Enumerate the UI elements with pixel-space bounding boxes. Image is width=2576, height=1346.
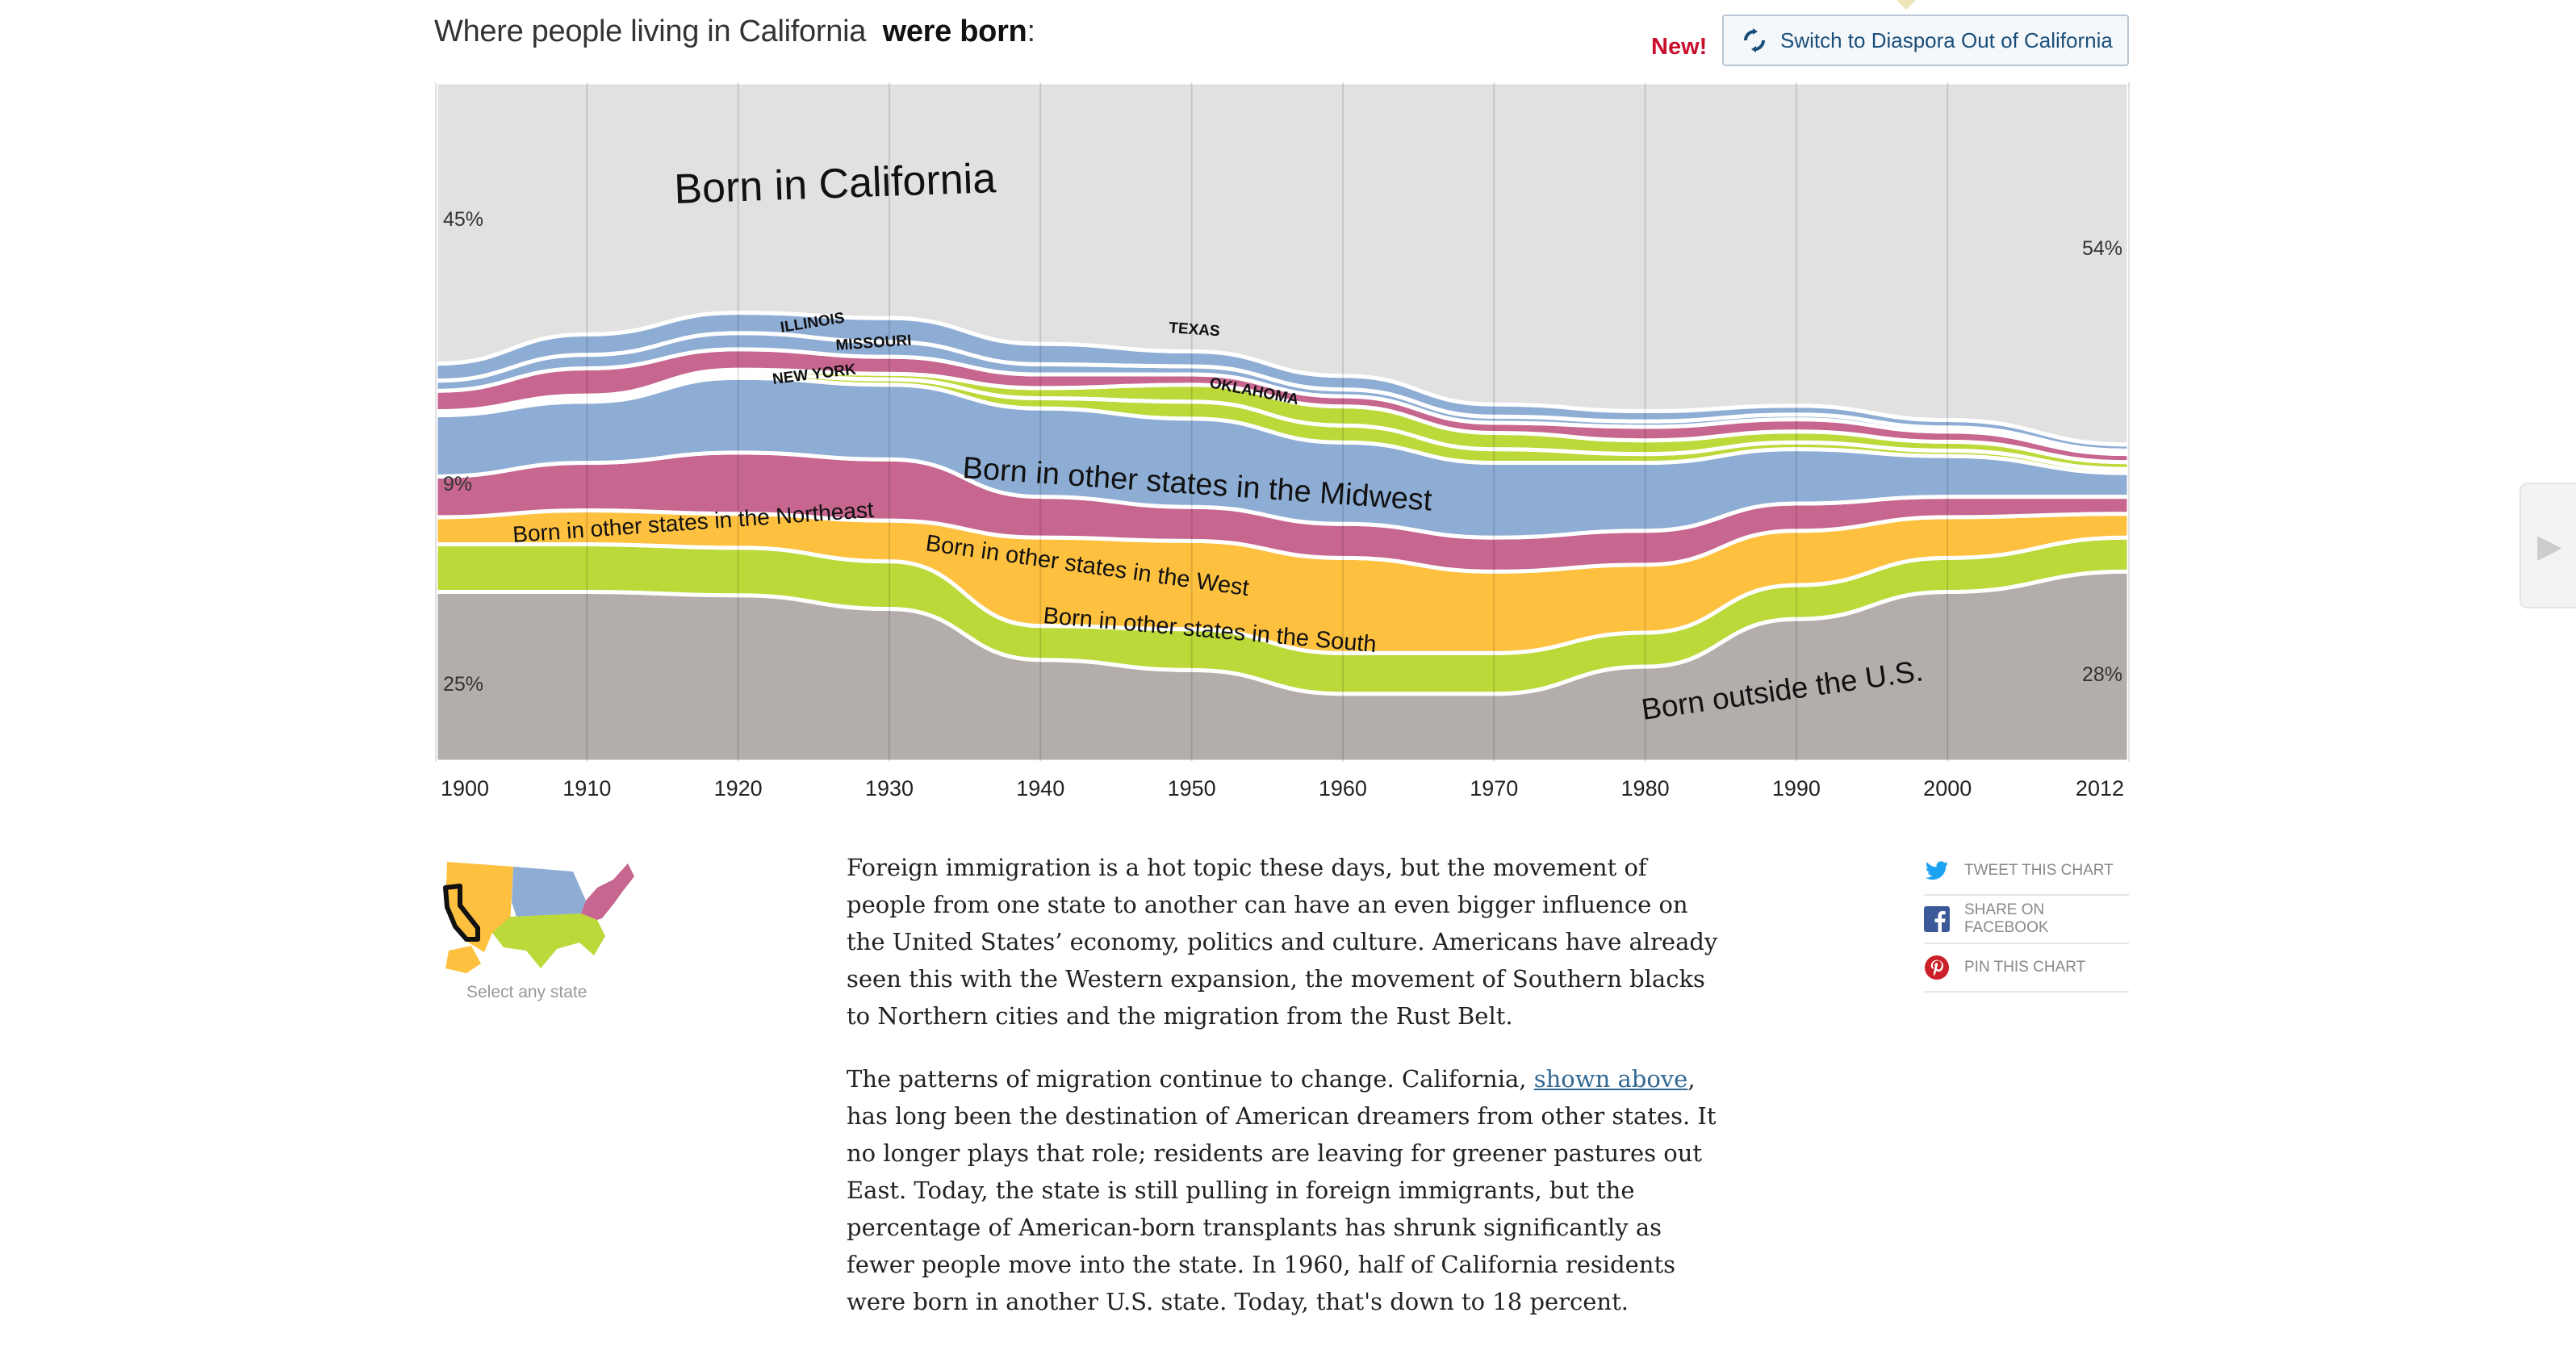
twitter-icon bbox=[1926, 861, 1948, 880]
tweet-label: TWEET THIS CHART bbox=[1964, 862, 2114, 879]
us-state-map[interactable] bbox=[436, 855, 646, 984]
x-tick-label: 1900 bbox=[441, 776, 489, 800]
x-tick-label: 1910 bbox=[562, 776, 611, 800]
pin-chart-button[interactable]: PIN THIS CHART bbox=[1924, 944, 2129, 993]
title-bold: were born bbox=[882, 15, 1027, 48]
x-tick-label: 2000 bbox=[1923, 776, 1972, 800]
x-tick-label: 2012 bbox=[2076, 776, 2124, 800]
tweet-chart-button[interactable]: TWEET THIS CHART bbox=[1924, 847, 2129, 896]
shown-above-link[interactable]: shown above bbox=[1533, 1065, 1688, 1093]
title-prefix: Where people living in California bbox=[434, 15, 867, 48]
notch-marker bbox=[1896, 0, 1916, 10]
map-caption: Select any state bbox=[466, 983, 588, 1001]
chart-streams bbox=[433, 80, 2131, 764]
share-facebook-button[interactable]: SHARE ON FACEBOOK bbox=[1924, 896, 2129, 944]
map-state-california[interactable] bbox=[443, 884, 480, 942]
migration-chart: 1900 1910 1920 1930 1940 1950 1960 1970 1980 1990… bbox=[433, 80, 2131, 800]
stream-born-in-california[interactable] bbox=[433, 80, 2131, 447]
x-tick-label: 1930 bbox=[865, 776, 914, 800]
annotation-right-bottom: 28% bbox=[2082, 663, 2122, 686]
title-suffix: : bbox=[1027, 15, 1035, 48]
label-texas: TEXAS bbox=[1169, 320, 1221, 340]
facebook-icon bbox=[1924, 906, 1950, 932]
article-body: Foreign immigration is a hot topic these… bbox=[847, 849, 1726, 1346]
x-tick-label: 1990 bbox=[1772, 776, 1821, 800]
switch-view-label: Switch to Diaspora Out of California bbox=[1780, 27, 2113, 52]
article-paragraph-1: Foreign immigration is a hot topic these… bbox=[847, 854, 1718, 1030]
x-tick-label: 1940 bbox=[1016, 776, 1064, 800]
label-california: Born in California bbox=[673, 155, 997, 213]
map-region-northeast[interactable] bbox=[581, 863, 634, 920]
chart-x-ticks: 1900 1910 1920 1930 1940 1950 1960 1970 1980 1990… bbox=[441, 776, 2124, 800]
switch-view-button[interactable]: Switch to Diaspora Out of California bbox=[1722, 15, 2129, 66]
x-tick-label: 1950 bbox=[1168, 776, 1216, 800]
map-region-alaska[interactable] bbox=[445, 946, 481, 973]
share-panel: TWEET THIS CHART SHARE ON FACEBOOK PIN T… bbox=[1924, 847, 2129, 993]
article-paragraph-2: The patterns of migration continue to ch… bbox=[847, 1060, 1726, 1320]
next-arrow-icon: ▶ bbox=[2537, 529, 2562, 564]
pinterest-icon bbox=[1925, 955, 1949, 980]
new-badge: New! bbox=[1651, 34, 1708, 60]
chart-gridlines bbox=[435, 82, 2130, 762]
annotation-left-mid: 9% bbox=[443, 473, 472, 495]
refresh-icon bbox=[1744, 28, 1765, 52]
x-tick-label: 1920 bbox=[714, 776, 763, 800]
pin-label: PIN THIS CHART bbox=[1964, 959, 2086, 976]
map-region-south[interactable] bbox=[492, 913, 605, 968]
x-tick-label: 1960 bbox=[1319, 776, 1367, 800]
map-region-midwest[interactable] bbox=[512, 867, 586, 917]
page-title: Where people living in California were b… bbox=[434, 15, 1035, 49]
facebook-label: SHARE ON FACEBOOK bbox=[1964, 901, 2049, 936]
article-p2-end: , has long been the destination of Ameri… bbox=[847, 1065, 1717, 1315]
next-panel-tab[interactable]: ▶ bbox=[2520, 483, 2576, 608]
annotation-left-top: 45% bbox=[443, 208, 483, 231]
x-tick-label: 1980 bbox=[1621, 776, 1670, 800]
x-tick-label: 1970 bbox=[1470, 776, 1518, 800]
annotation-left-bottom: 25% bbox=[443, 673, 483, 696]
annotation-right-top: 54% bbox=[2082, 237, 2122, 260]
article-p2-start: The patterns of migration continue to ch… bbox=[847, 1065, 1534, 1093]
